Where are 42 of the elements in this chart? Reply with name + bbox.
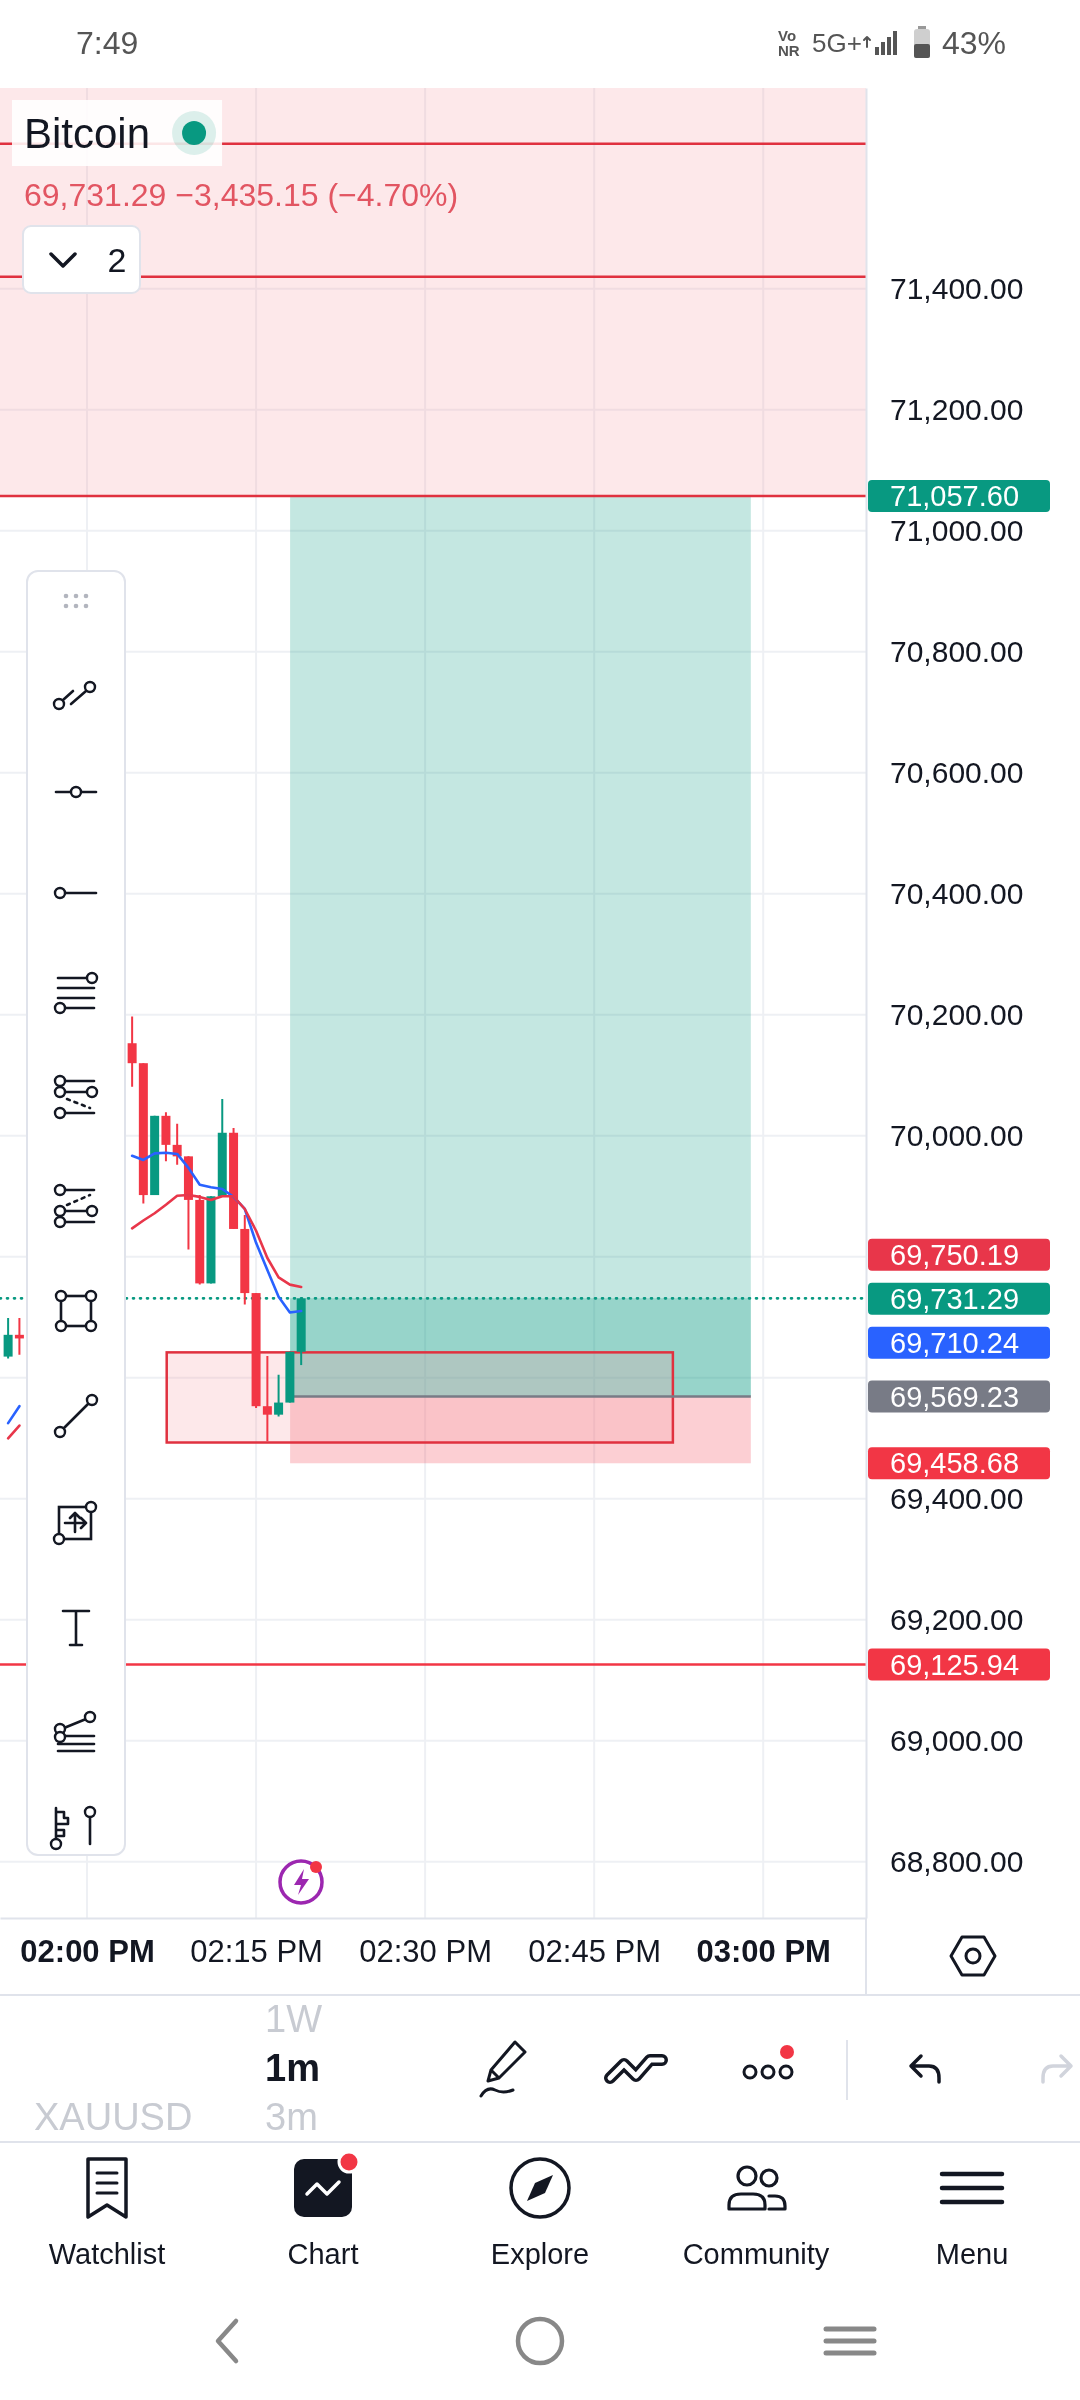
y-tick-label: 71,000.00 [890,513,1024,547]
annotation: 2 [107,240,127,279]
y-tick-label: 70,200.00 [890,997,1024,1031]
x-tick-label: 02:15 PM [190,1934,323,1970]
y-tick-label: 70,800.00 [890,634,1024,668]
y-tick-label: 70,400.00 [890,876,1024,910]
y-tick-label: 68,800.00 [890,1844,1024,1878]
y-tick-label: 71,200.00 [890,392,1024,426]
x-tick-label: 03:00 PM [696,1934,831,1970]
text: 5G+ [812,28,862,59]
candlestick [127,1015,137,1088]
text: Chart [287,2238,359,2271]
text: Menu [935,2238,1009,2271]
text: 69,731.29 −3,435.15 (−4.70%) [24,177,459,213]
text: 43% [942,25,1007,62]
y-tick-label: 70,000.00 [890,1118,1024,1152]
text: Watchlist [48,2238,166,2271]
y-tick-label: 69,400.00 [890,1481,1024,1515]
text: NR [778,42,800,60]
text: Vo [778,27,797,45]
text: 7:49 [76,25,139,62]
text: Explore [490,2238,590,2271]
text: 69,750.19 [890,1238,1020,1271]
text: Bitcoin [24,110,151,157]
candlestick [3,1316,13,1360]
x-tick-label: 02:45 PM [528,1934,662,1970]
text: 1m [265,2047,320,2090]
candlestick [262,1354,272,1443]
text: Community [682,2238,830,2271]
text: 69,710.24 [890,1326,1020,1359]
y-tick-label: 70,600.00 [890,755,1024,789]
y-tick-label: 71,400.00 [890,271,1024,305]
ref-line-label: 69,125.94 [890,1648,1020,1681]
x-tick-label: 02:00 PM [20,1934,155,1970]
text: 69,569.23 [890,1380,1020,1413]
x-tick-label: 02:30 PM [359,1934,492,1970]
y-tick-label: 69,000.00 [890,1723,1024,1757]
candlestick [274,1373,284,1418]
text: 71,057.60 [890,480,1020,513]
y-tick-label: 69,200.00 [890,1602,1024,1636]
text: 69,458.68 [890,1447,1020,1480]
ref-line-label: 69,731.29 [890,1282,1020,1315]
